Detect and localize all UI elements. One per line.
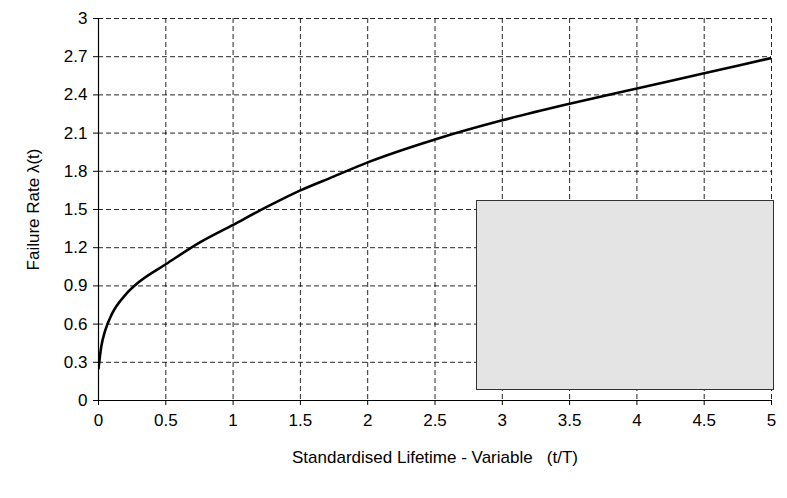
- svg-text:2.7: 2.7: [64, 47, 88, 66]
- svg-text:0: 0: [78, 391, 87, 410]
- svg-text:4: 4: [632, 411, 641, 430]
- svg-text:2.5: 2.5: [423, 411, 447, 430]
- svg-text:0.9: 0.9: [64, 276, 88, 295]
- svg-text:3: 3: [78, 9, 87, 28]
- svg-text:4.5: 4.5: [692, 411, 716, 430]
- svg-text:Standardised Lifetime - Variab: Standardised Lifetime - Variable (t/T): [292, 448, 578, 467]
- svg-text:3.5: 3.5: [558, 411, 582, 430]
- svg-text:2.1: 2.1: [64, 124, 88, 143]
- svg-text:1.5: 1.5: [289, 411, 313, 430]
- svg-text:1.2: 1.2: [64, 238, 88, 257]
- svg-text:0.6: 0.6: [64, 315, 88, 334]
- svg-text:1: 1: [228, 411, 237, 430]
- svg-text:2.4: 2.4: [64, 85, 88, 104]
- svg-text:2: 2: [363, 411, 372, 430]
- svg-text:5: 5: [767, 411, 776, 430]
- svg-text:1.8: 1.8: [64, 162, 88, 181]
- svg-text:3: 3: [498, 411, 507, 430]
- svg-text:0.5: 0.5: [154, 411, 178, 430]
- svg-text:0: 0: [94, 411, 103, 430]
- svg-text:Failure Rate λ(t): Failure Rate λ(t): [24, 149, 43, 271]
- svg-text:1.5: 1.5: [64, 200, 88, 219]
- svg-text:0.3: 0.3: [64, 353, 88, 372]
